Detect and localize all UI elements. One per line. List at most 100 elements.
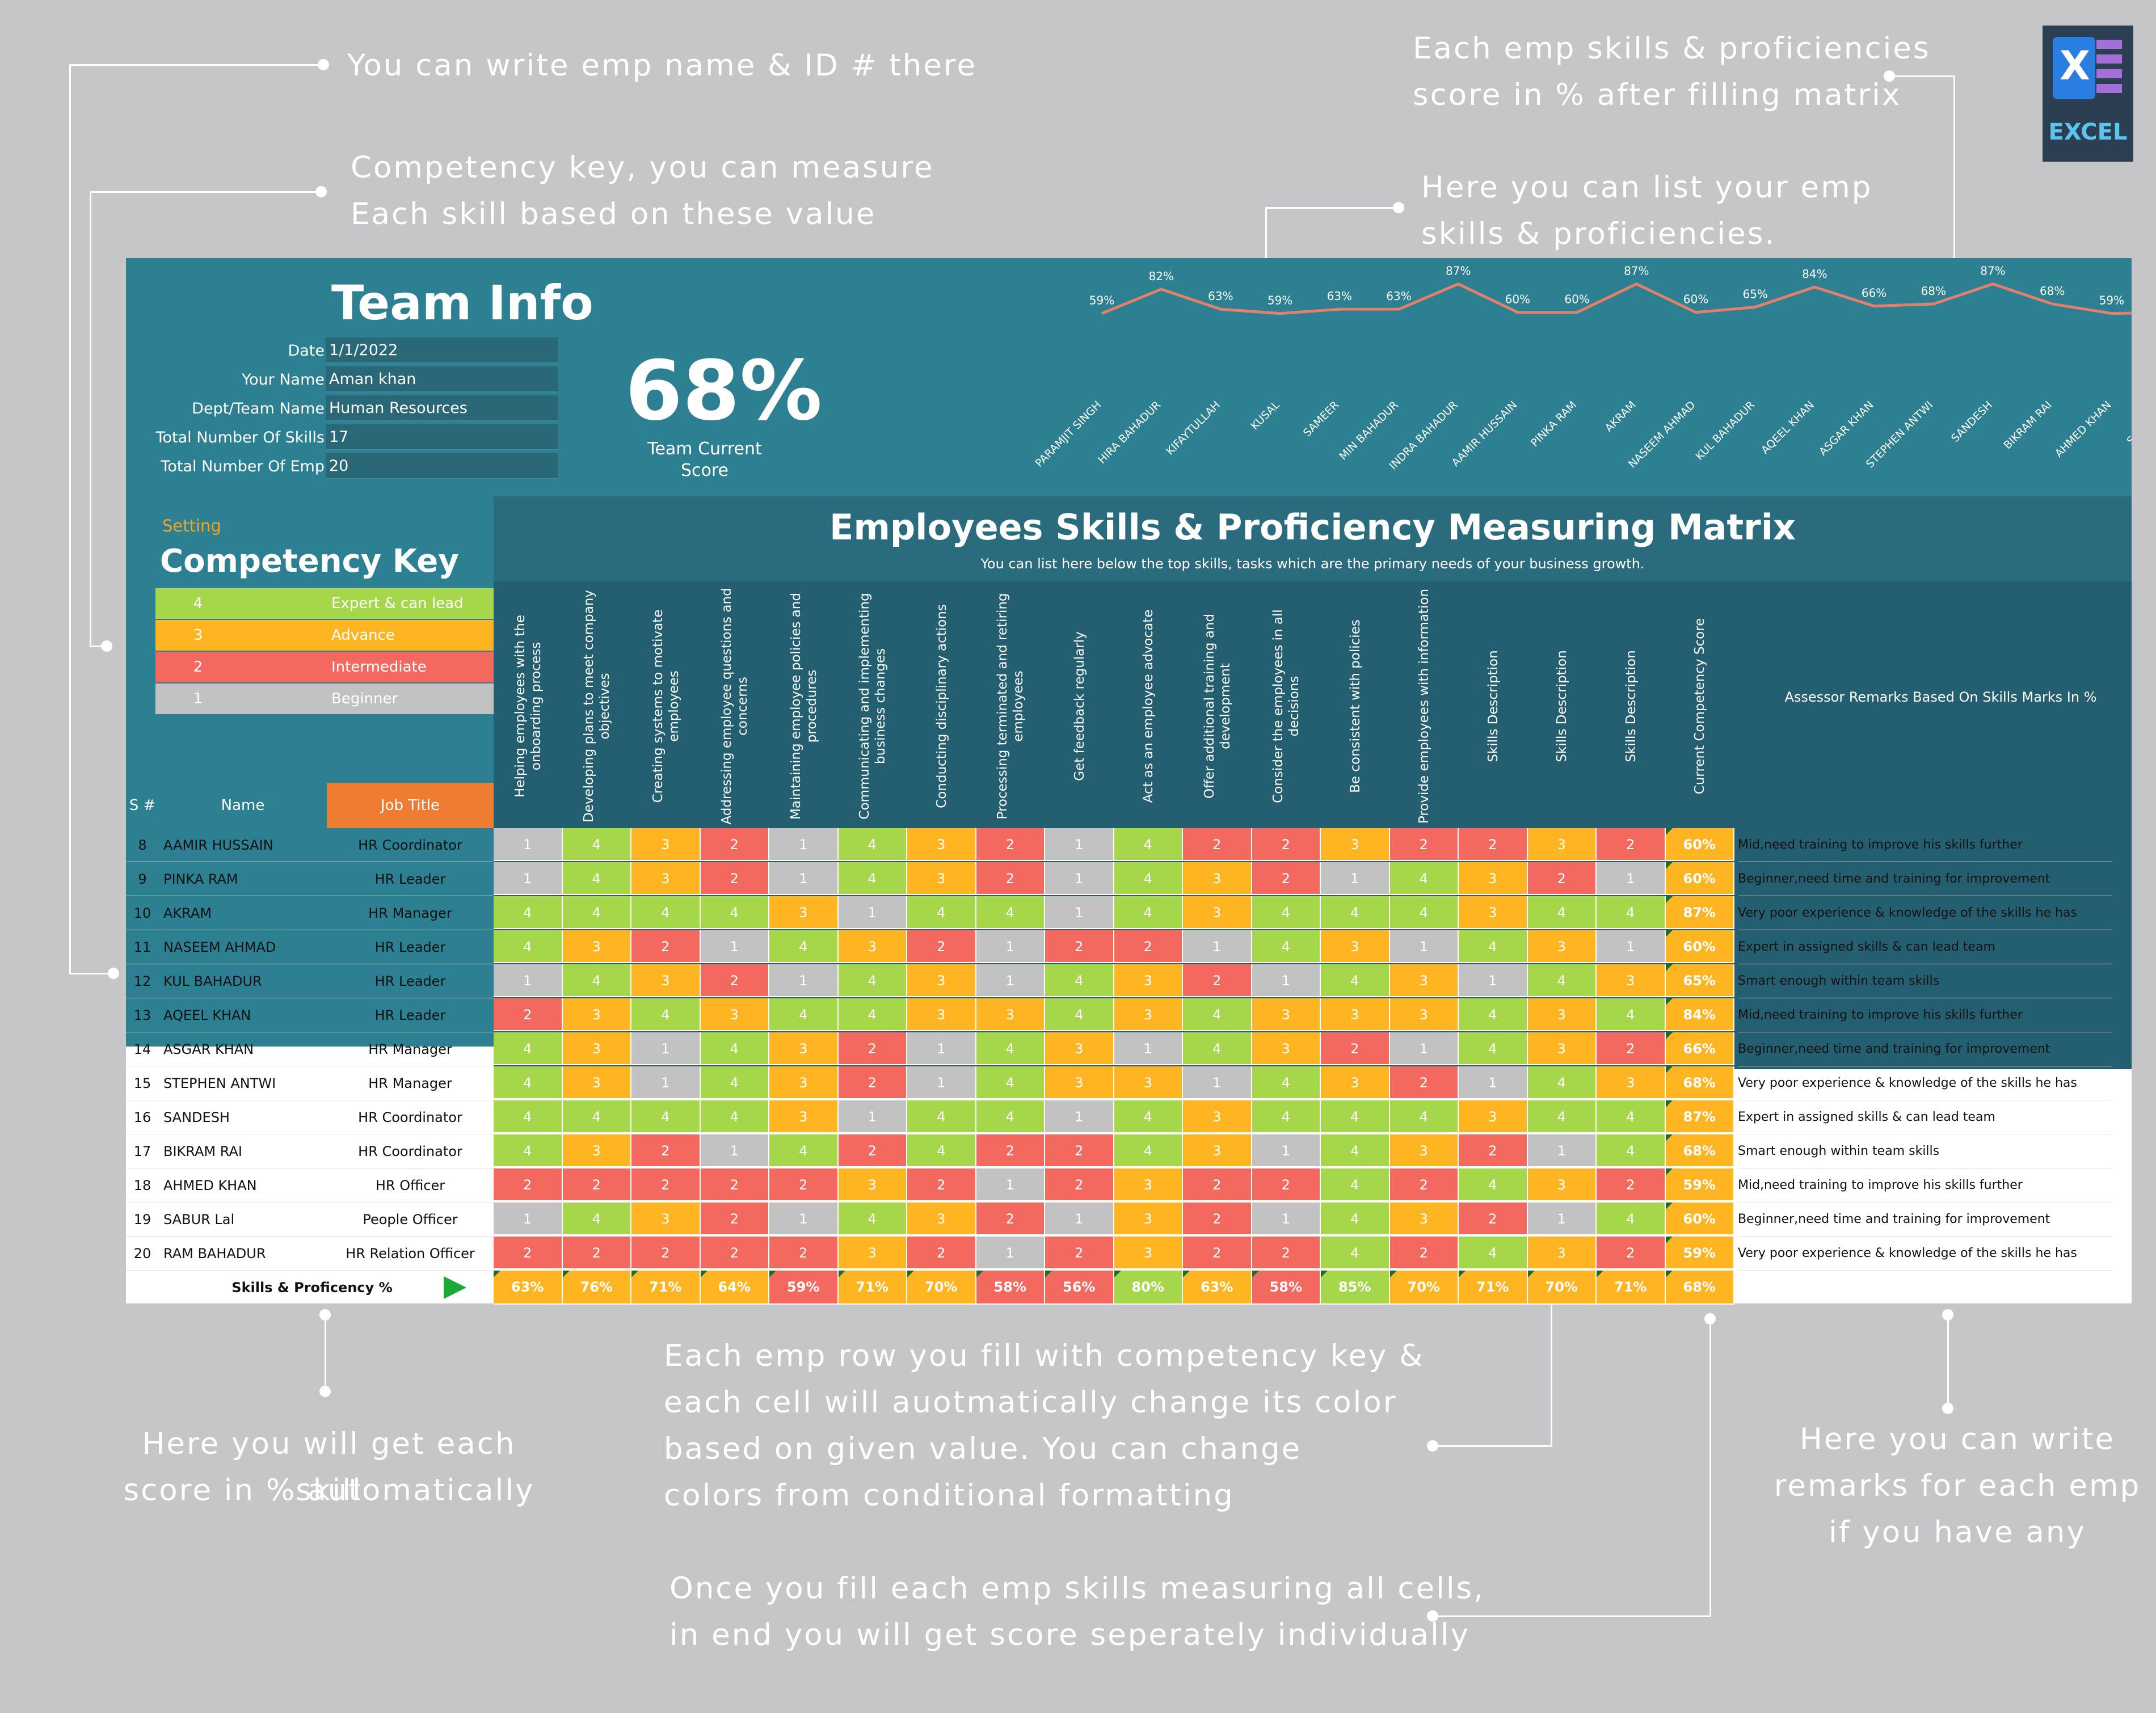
row-name[interactable]: PINKA RAM xyxy=(159,862,327,896)
skill-score-cell[interactable]: 3 xyxy=(1389,1134,1459,1167)
skill-score-cell[interactable]: 2 xyxy=(494,1237,563,1269)
row-remark[interactable]: Mid,need training to improve his skills … xyxy=(1738,828,2112,862)
skill-score-cell[interactable]: 2 xyxy=(907,1168,976,1201)
skill-score-cell[interactable]: 2 xyxy=(1389,828,1459,861)
skill-score-cell[interactable]: 3 xyxy=(1045,1032,1114,1065)
skill-score-cell[interactable]: 3 xyxy=(907,862,976,895)
skill-score-cell[interactable]: 1 xyxy=(769,964,839,997)
skill-score-cell[interactable]: 4 xyxy=(838,828,907,861)
skill-score-cell[interactable]: 2 xyxy=(1527,862,1597,895)
skill-score-cell[interactable]: 2 xyxy=(700,862,769,895)
skill-score-cell[interactable]: 4 xyxy=(1114,862,1183,895)
skill-score-cell[interactable]: 4 xyxy=(700,1032,769,1065)
skill-score-cell[interactable]: 4 xyxy=(562,1203,631,1235)
skill-score-cell[interactable]: 3 xyxy=(976,998,1045,1031)
skill-score-cell[interactable]: 4 xyxy=(700,1066,769,1099)
skill-score-cell[interactable]: 4 xyxy=(631,998,701,1031)
row-job-title[interactable]: HR Relation Officer xyxy=(327,1237,494,1271)
row-remark[interactable]: Smart enough within team skills xyxy=(1738,964,2112,998)
skill-score-cell[interactable]: 3 xyxy=(907,964,976,997)
skill-score-cell[interactable]: 4 xyxy=(1321,896,1390,929)
skill-score-cell[interactable]: 3 xyxy=(838,1237,907,1269)
skill-score-cell[interactable]: 2 xyxy=(1045,1134,1114,1167)
skill-score-cell[interactable]: 2 xyxy=(1183,1168,1252,1201)
skill-score-cell[interactable]: 4 xyxy=(976,1100,1045,1133)
skill-score-cell[interactable]: 2 xyxy=(1114,930,1183,963)
skill-score-cell[interactable]: 4 xyxy=(976,896,1045,929)
skill-score-cell[interactable]: 2 xyxy=(562,1168,631,1201)
skill-score-cell[interactable]: 4 xyxy=(494,1032,563,1065)
skill-score-cell[interactable]: 3 xyxy=(562,998,631,1031)
skill-score-cell[interactable]: 2 xyxy=(700,1203,769,1235)
skill-score-cell[interactable]: 3 xyxy=(1527,998,1597,1031)
skill-score-cell[interactable]: 3 xyxy=(1114,964,1183,997)
skill-score-cell[interactable]: 2 xyxy=(1252,1168,1321,1201)
skill-score-cell[interactable]: 4 xyxy=(494,1100,563,1133)
skill-score-cell[interactable]: 4 xyxy=(1459,1032,1528,1065)
skill-score-cell[interactable]: 1 xyxy=(631,1032,701,1065)
row-job-title[interactable]: HR Manager xyxy=(327,896,494,930)
skill-score-cell[interactable]: 3 xyxy=(1459,1100,1528,1133)
skill-score-cell[interactable]: 1 xyxy=(1389,930,1459,963)
skill-score-cell[interactable]: 4 xyxy=(1597,1134,1666,1167)
row-job-title[interactable]: HR Leader xyxy=(327,930,494,964)
row-name[interactable]: NASEEM AHMAD xyxy=(159,930,327,964)
row-job-title[interactable]: HR Leader xyxy=(327,964,494,998)
skill-score-cell[interactable]: 1 xyxy=(1183,1066,1252,1099)
skill-score-cell[interactable]: 3 xyxy=(562,1032,631,1065)
row-name[interactable]: AKRAM xyxy=(159,896,327,930)
skill-score-cell[interactable]: 4 xyxy=(562,1100,631,1133)
skill-score-cell[interactable]: 4 xyxy=(1597,1100,1666,1133)
skill-score-cell[interactable]: 2 xyxy=(838,1032,907,1065)
skill-score-cell[interactable]: 2 xyxy=(700,964,769,997)
skill-score-cell[interactable]: 2 xyxy=(1183,964,1252,997)
skill-score-cell[interactable]: 3 xyxy=(1389,964,1459,997)
skill-score-cell[interactable]: 4 xyxy=(494,930,563,963)
skill-score-cell[interactable]: 3 xyxy=(631,828,701,861)
skill-score-cell[interactable]: 4 xyxy=(1527,964,1597,997)
row-name[interactable]: STEPHEN ANTWI xyxy=(159,1066,327,1100)
skill-score-cell[interactable]: 3 xyxy=(1321,1066,1390,1099)
row-remark[interactable]: Expert in assigned skills & can lead tea… xyxy=(1738,930,2112,964)
skill-score-cell[interactable]: 2 xyxy=(907,1237,976,1269)
skill-score-cell[interactable]: 3 xyxy=(562,930,631,963)
row-job-title[interactable]: HR Leader xyxy=(327,998,494,1032)
row-name[interactable]: AHMED KHAN xyxy=(159,1168,327,1203)
skill-score-cell[interactable]: 3 xyxy=(907,828,976,861)
skill-score-cell[interactable]: 4 xyxy=(976,1032,1045,1065)
row-name[interactable]: KUL BAHADUR xyxy=(159,964,327,998)
skill-score-cell[interactable]: 1 xyxy=(1045,862,1114,895)
row-remark[interactable]: Expert in assigned skills & can lead tea… xyxy=(1738,1100,2112,1134)
skill-score-cell[interactable]: 3 xyxy=(838,1168,907,1201)
info-field-value[interactable]: 1/1/2022 xyxy=(326,337,558,364)
skill-score-cell[interactable]: 4 xyxy=(907,1100,976,1133)
skill-score-cell[interactable]: 1 xyxy=(838,896,907,929)
skill-score-cell[interactable]: 4 xyxy=(1597,1203,1666,1235)
skill-score-cell[interactable]: 4 xyxy=(1045,998,1114,1031)
skill-score-cell[interactable]: 4 xyxy=(562,896,631,929)
info-field-value[interactable]: Human Resources xyxy=(326,395,558,421)
row-job-title[interactable]: HR Coordinator xyxy=(327,828,494,862)
row-remark[interactable]: Beginner,need time and training for impr… xyxy=(1738,862,2112,896)
skill-score-cell[interactable]: 3 xyxy=(1183,896,1252,929)
row-remark[interactable]: Very poor experience & knowledge of the … xyxy=(1738,1066,2112,1100)
skill-score-cell[interactable]: 2 xyxy=(1389,1168,1459,1201)
skill-score-cell[interactable]: 4 xyxy=(769,1134,839,1167)
skill-score-cell[interactable]: 1 xyxy=(494,964,563,997)
skill-score-cell[interactable]: 4 xyxy=(700,1100,769,1133)
row-name[interactable]: SANDESH xyxy=(159,1100,327,1134)
skill-score-cell[interactable]: 4 xyxy=(1459,998,1528,1031)
skill-score-cell[interactable]: 4 xyxy=(1389,862,1459,895)
skill-score-cell[interactable]: 3 xyxy=(1597,964,1666,997)
skill-score-cell[interactable]: 1 xyxy=(769,828,839,861)
skill-score-cell[interactable]: 1 xyxy=(1321,862,1390,895)
row-name[interactable]: SABUR Lal xyxy=(159,1203,327,1237)
skill-score-cell[interactable]: 4 xyxy=(838,862,907,895)
row-job-title[interactable]: HR Manager xyxy=(327,1066,494,1100)
row-job-title[interactable]: HR Coordinator xyxy=(327,1100,494,1134)
skill-score-cell[interactable]: 1 xyxy=(700,930,769,963)
skill-score-cell[interactable]: 2 xyxy=(494,1168,563,1201)
skill-score-cell[interactable]: 2 xyxy=(1252,862,1321,895)
skill-score-cell[interactable]: 3 xyxy=(838,930,907,963)
row-remark[interactable]: Smart enough within team skills xyxy=(1738,1134,2112,1168)
